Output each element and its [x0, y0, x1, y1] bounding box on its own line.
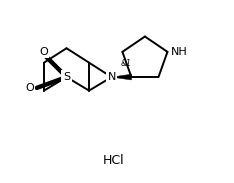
- Text: &1: &1: [121, 59, 132, 68]
- Text: NH: NH: [171, 47, 188, 57]
- Text: N: N: [107, 72, 116, 82]
- Text: S: S: [63, 72, 70, 82]
- Text: O: O: [40, 47, 48, 57]
- Text: O: O: [25, 83, 34, 93]
- Text: HCl: HCl: [102, 154, 124, 167]
- Polygon shape: [112, 74, 132, 80]
